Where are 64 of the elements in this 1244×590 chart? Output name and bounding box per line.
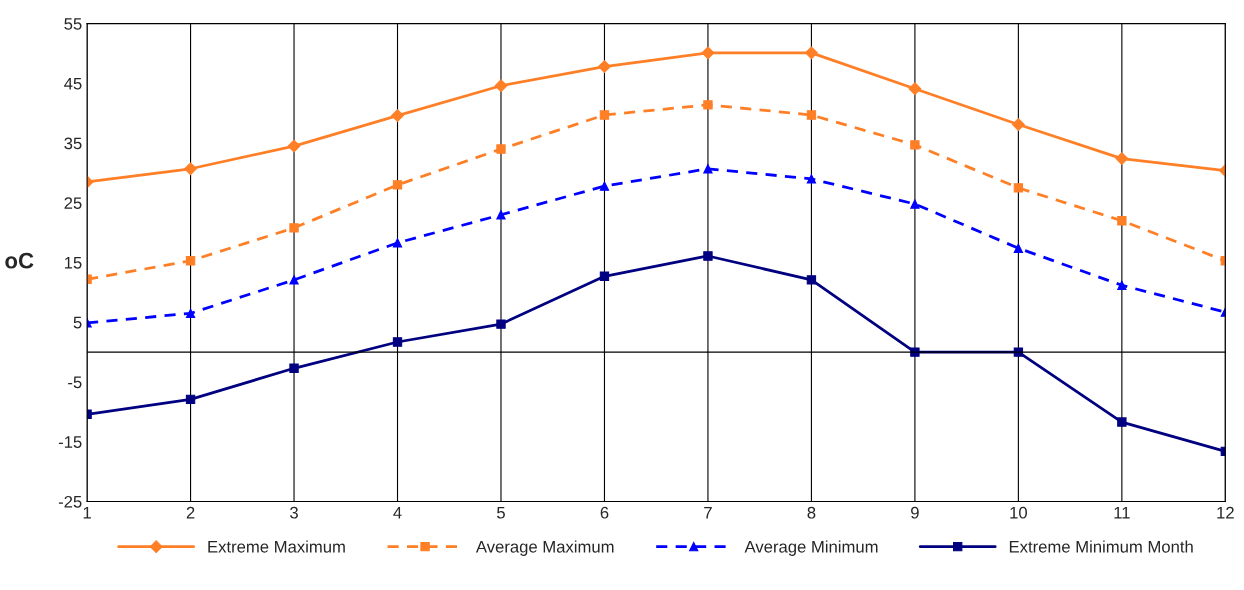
point — [1013, 243, 1024, 253]
point — [703, 251, 713, 261]
point — [496, 319, 506, 329]
point — [1117, 417, 1127, 427]
y-tick-label: 55 — [64, 18, 82, 30]
y-tick-label: 5 — [73, 316, 82, 329]
point — [599, 181, 610, 191]
point — [703, 164, 713, 174]
point — [494, 79, 508, 93]
point — [910, 140, 920, 150]
legend-label: Average Maximum — [475, 540, 614, 556]
point — [496, 210, 506, 220]
point — [185, 256, 196, 266]
x-tick-label: 5 — [497, 506, 505, 519]
x-tick-label: 6 — [600, 506, 609, 519]
x-tick-label: 2 — [186, 506, 195, 519]
point — [184, 162, 197, 176]
point — [806, 275, 817, 285]
point — [1013, 183, 1024, 193]
x-tick-label: 7 — [704, 506, 712, 519]
point — [287, 139, 301, 153]
x-tick-label: 9 — [911, 506, 919, 519]
point — [496, 144, 506, 154]
y-axis-title: oC — [5, 252, 34, 269]
legend-label: Extreme Minimum Month — [1009, 540, 1193, 553]
point — [289, 363, 299, 373]
x-tick-label: 10 — [1010, 506, 1027, 519]
point — [599, 110, 610, 120]
point — [392, 238, 403, 248]
y-tick-label: 25 — [64, 197, 82, 210]
point — [392, 337, 403, 347]
point — [185, 394, 196, 405]
point — [806, 174, 817, 184]
point — [806, 110, 817, 120]
legend-label: Extreme Maximum — [208, 540, 345, 553]
y-tick-label: 35 — [64, 137, 82, 150]
point — [910, 199, 920, 209]
point — [908, 82, 922, 96]
y-tick-label: 15 — [64, 257, 82, 269]
point — [1117, 216, 1127, 226]
legend-label: Average Minimum — [744, 540, 878, 556]
point — [289, 223, 299, 233]
x-tick-label: 1 — [83, 506, 91, 519]
point — [392, 180, 403, 190]
y-tick-label: -5 — [68, 376, 82, 389]
x-tick-label: 4 — [393, 506, 402, 519]
point — [1117, 280, 1127, 290]
point — [598, 60, 611, 74]
y-tick-label: 45 — [64, 77, 82, 90]
x-tick-label: 12 — [1217, 506, 1234, 519]
point — [289, 275, 299, 285]
point — [805, 46, 818, 60]
x-tick-label: 11 — [1114, 506, 1130, 519]
point — [391, 109, 404, 123]
x-tick-label: 3 — [290, 506, 298, 519]
point — [701, 46, 715, 60]
point — [599, 271, 610, 281]
point — [185, 308, 196, 319]
point — [1011, 118, 1025, 131]
y-tick-label: -25 — [58, 495, 82, 508]
point — [703, 100, 713, 110]
y-tick-label: -15 — [58, 436, 82, 448]
point — [1115, 152, 1129, 166]
x-tick-label: 8 — [807, 506, 816, 519]
